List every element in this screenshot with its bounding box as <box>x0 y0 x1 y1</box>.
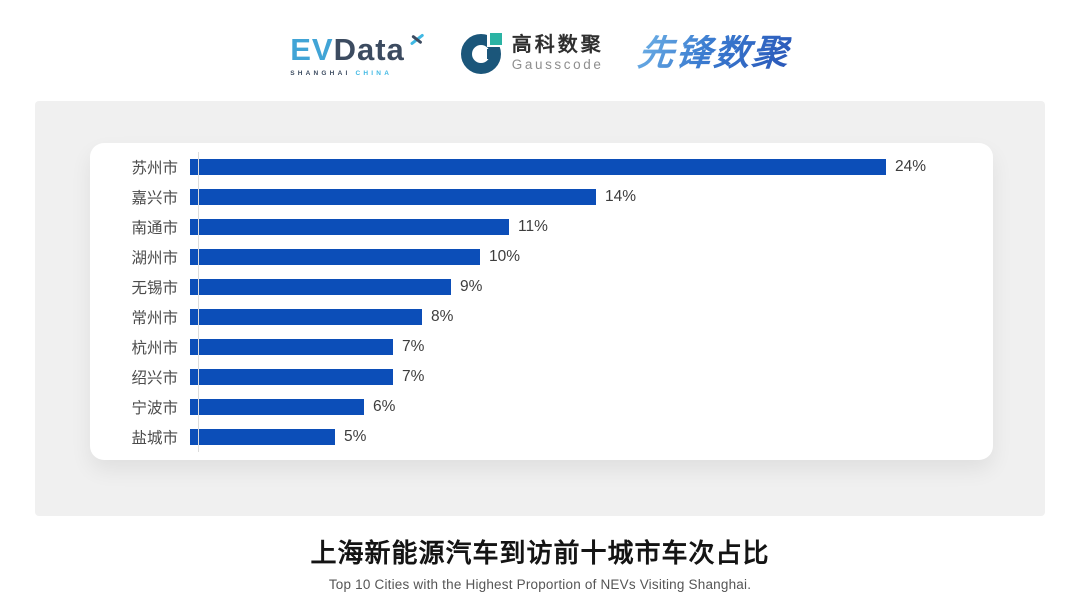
category-label: 无锡市 <box>131 280 178 297</box>
category-label: 南通市 <box>131 220 178 237</box>
chart-row: 南通市 11% <box>90 212 993 242</box>
evdata-tagline-china: CHINA <box>355 70 393 77</box>
chart-row: 常州市 8% <box>90 302 993 332</box>
bar-value-label: 6% <box>373 398 396 415</box>
bar-value-label: 14% <box>605 188 637 205</box>
bar-value-label: 7% <box>402 338 425 355</box>
bar <box>190 399 364 415</box>
category-label: 杭州市 <box>131 340 178 357</box>
chart-row: 湖州市 10% <box>90 242 993 272</box>
bar-value-label: 5% <box>344 428 367 445</box>
chart-title: 上海新能源汽车到访前十城市车次占比 <box>310 538 770 568</box>
bar <box>190 279 451 295</box>
chart-card: 苏州市 24% 嘉兴市 14% 南通市 11% 湖州市 10% 无锡市 9% 常州市 8% 杭州市 7% 绍… <box>90 143 993 460</box>
category-label: 常州市 <box>131 310 178 327</box>
xianfeng-shuju-logo: 先锋数聚 <box>635 32 792 73</box>
category-label: 绍兴市 <box>131 370 178 387</box>
bar-value-label: 8% <box>431 308 454 325</box>
bar-value-label: 10% <box>489 248 521 265</box>
chart-rows: 苏州市 24% 嘉兴市 14% 南通市 11% 湖州市 10% 无锡市 9% 常州市 8% 杭州市 7% 绍… <box>90 152 993 452</box>
bar <box>190 429 335 445</box>
category-label: 宁波市 <box>131 400 178 417</box>
chart-row: 盐城市 5% <box>90 422 993 452</box>
chart-row: 嘉兴市 14% <box>90 182 993 212</box>
evdata-x-icon <box>407 29 427 49</box>
bar-value-label: 9% <box>460 278 483 295</box>
evdata-wordmark: EV Data <box>290 29 427 65</box>
footer: 上海新能源汽车到访前十城市车次占比 Top 10 Cities with the… <box>0 533 1080 592</box>
bar <box>190 159 886 175</box>
chart-row: 无锡市 9% <box>90 272 993 302</box>
bar-value-label: 7% <box>402 368 425 385</box>
bar <box>190 189 596 205</box>
chart-row: 苏州市 24% <box>90 152 993 182</box>
chart-row: 宁波市 6% <box>90 392 993 422</box>
bar <box>190 219 509 235</box>
gausscode-wordmark: 高科数聚 Gausscode <box>512 34 604 73</box>
gausscode-cn-text: 高科数聚 <box>511 33 604 56</box>
bar <box>190 309 422 325</box>
category-label: 嘉兴市 <box>131 190 178 207</box>
evdata-tagline: SHANGHAI CHINA <box>290 70 392 77</box>
bar <box>190 339 393 355</box>
bar <box>190 249 480 265</box>
chart-row: 杭州市 7% <box>90 332 993 362</box>
chart-row: 绍兴市 7% <box>90 362 993 392</box>
evdata-ev-text: EV <box>290 32 334 67</box>
bar-value-label: 24% <box>895 158 927 175</box>
chart-subtitle: Top 10 Cities with the Highest Proportio… <box>328 577 752 592</box>
evdata-logo: EV Data SHANGHAI CHINA <box>290 29 427 77</box>
evdata-tagline-shanghai: SHANGHAI <box>290 70 351 77</box>
gausscode-en-text: Gausscode <box>511 56 604 72</box>
chart-panel: 苏州市 24% 嘉兴市 14% 南通市 11% 湖州市 10% 无锡市 9% 常州市 8% 杭州市 7% 绍… <box>35 101 1045 516</box>
logo-band: EV Data SHANGHAI CHINA 高科数聚 Gausscode 先锋… <box>0 22 1080 84</box>
category-label: 盐城市 <box>131 430 178 447</box>
bar-value-label: 11% <box>518 218 548 235</box>
bar <box>190 369 393 385</box>
category-label: 苏州市 <box>131 160 178 177</box>
category-label: 湖州市 <box>131 250 178 267</box>
gausscode-g-icon <box>460 32 504 74</box>
evdata-data-text: Data <box>333 32 405 67</box>
gausscode-logo: 高科数聚 Gausscode <box>460 32 604 74</box>
